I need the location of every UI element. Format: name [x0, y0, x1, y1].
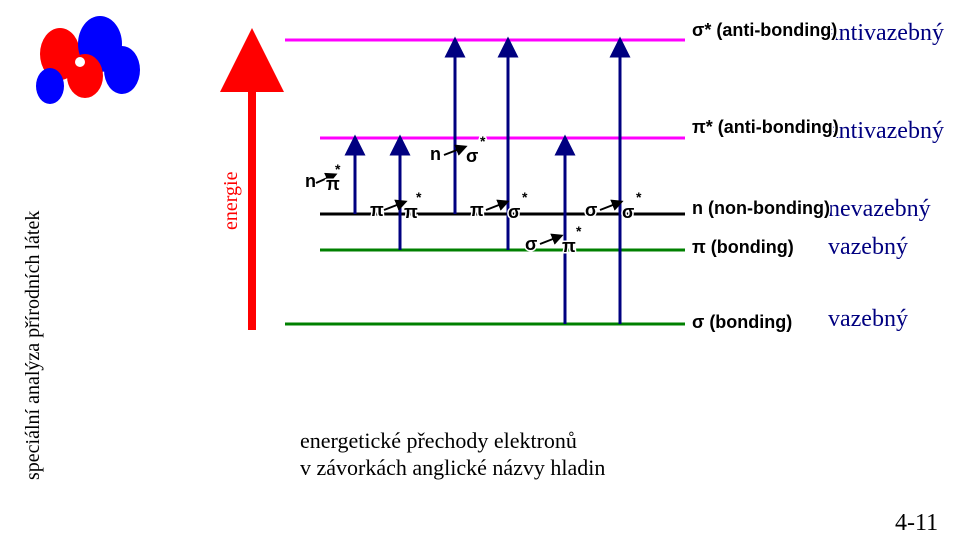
t-label-n-pi-star: n	[305, 171, 316, 191]
t-label-sigma-pi-star-src: σ	[525, 234, 537, 254]
t-label-sigma-pi-star-tgt: π	[562, 236, 576, 256]
t-label-sigma-sigma-star-tgt: σ	[622, 202, 634, 222]
t-label-n-sigma-star-tgt: σ	[466, 146, 478, 166]
t-label-n-pi-star-tgt: π	[326, 174, 340, 194]
t-label-n-sigma-star-src: n	[430, 144, 441, 164]
t-label-pi-pi-star-tgt: π	[404, 202, 418, 222]
lvl-label-n: n (non-bonding)	[692, 198, 830, 218]
t-label-pi-sigma-star-tgt: σ	[508, 202, 520, 222]
svg-text:*: *	[576, 223, 582, 239]
t-label-pi-pi-star-src: π	[370, 200, 384, 220]
lvl-label-pi: π (bonding)	[692, 237, 794, 257]
lvl-label-sigma: σ (bonding)	[692, 312, 792, 332]
t-label-sigma-sigma-star-src: σ	[585, 200, 597, 220]
t-label-pi-sigma-star-src: π	[470, 200, 484, 220]
svg-text:*: *	[522, 189, 528, 205]
svg-text:*: *	[636, 189, 642, 205]
svg-text:*: *	[480, 133, 486, 149]
energy-diagram: n * π π * π n * σ π * σ σ * π σ * σ σ* (…	[0, 0, 960, 546]
lvl-label-pi-star: π* (anti-bonding)	[692, 117, 839, 137]
lvl-label-sigma-star: σ* (anti-bonding)	[692, 20, 837, 40]
